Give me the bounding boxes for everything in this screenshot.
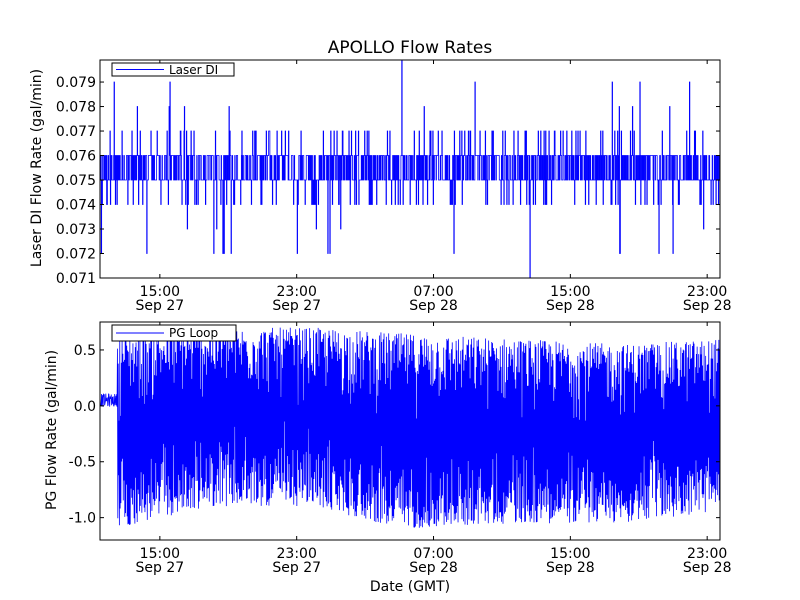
- bottom-y-tick-label: -0.5: [69, 455, 96, 471]
- top-x-tick-date: Sep 27: [136, 298, 185, 314]
- top-y-tick-label: 0.076: [56, 149, 96, 165]
- bottom-x-tick-date: Sep 27: [272, 560, 321, 576]
- top-legend: Laser DI: [111, 62, 235, 77]
- top-y-tick-label: 0.078: [56, 100, 96, 116]
- top-y-tick-label: 0.079: [56, 75, 96, 91]
- top-legend-box: [111, 62, 235, 77]
- chart-title: APOLLO Flow Rates: [328, 38, 493, 58]
- bottom-y-axis-label: PG Flow Rate (gal/min): [44, 350, 60, 510]
- bottom-y-tick-label: -1.0: [69, 511, 96, 527]
- top-x-tick-time: 15:00: [140, 284, 180, 300]
- top-plot-frame: [99, 59, 721, 279]
- bottom-plot-frame: [99, 321, 721, 541]
- bottom-x-tick-time: 15:00: [550, 546, 590, 562]
- bottom-x-tick-time: 15:00: [140, 546, 180, 562]
- top-y-axis-label: Laser DI Flow Rate (gal/min): [29, 69, 45, 267]
- top-y-tick-label: 0.071: [56, 271, 96, 287]
- laser-di-series: [99, 59, 721, 279]
- top-y-tick-label: 0.077: [56, 124, 96, 140]
- bottom-x-tick-time: 07:00: [413, 546, 453, 562]
- bottom-x-tick-date: Sep 28: [409, 560, 458, 576]
- top-x-tick-time: 15:00: [550, 284, 590, 300]
- bottom-x-tick-date: Sep 27: [136, 560, 185, 576]
- laser-di-line: [99, 59, 721, 279]
- top-y-tick-label: 0.072: [56, 247, 96, 263]
- bottom-x-tick-date: Sep 28: [683, 560, 732, 576]
- top-x-tick-date: Sep 28: [409, 298, 458, 314]
- bottom-y-tick-label: 0.0: [74, 399, 96, 415]
- top-x-tick-date: Sep 28: [683, 298, 732, 314]
- bottom-y-tick-label: 0.5: [74, 343, 96, 359]
- bottom-legend: PG Loop: [111, 324, 237, 342]
- top-x-tick-date: Sep 28: [546, 298, 595, 314]
- top-panel: 0.071 0.072 0.073 0.074 0.075 0.076 0.077 0.078…: [29, 59, 732, 314]
- pg-loop-line: [99, 327, 721, 528]
- top-y-tick-label: 0.074: [56, 198, 96, 214]
- bottom-x-tick-time: 23:00: [687, 546, 727, 562]
- bottom-legend-box: [111, 324, 237, 342]
- top-x-tick-time: 23:00: [277, 284, 317, 300]
- bottom-x-tick-date: Sep 28: [546, 560, 595, 576]
- top-axes: 0.071 0.072 0.073 0.074 0.075 0.076 0.077 0.078…: [56, 60, 732, 314]
- top-legend-label: Laser DI: [169, 63, 218, 77]
- bottom-x-tick-time: 23:00: [277, 546, 317, 562]
- top-y-tick-label: 0.075: [56, 173, 96, 189]
- top-x-tick-time: 23:00: [687, 284, 727, 300]
- top-x-tick-time: 07:00: [413, 284, 453, 300]
- x-axis-label: Date (GMT): [370, 579, 450, 595]
- top-x-tick-date: Sep 27: [272, 298, 321, 314]
- pg-loop-series: [99, 327, 721, 528]
- top-y-tick-label: 0.073: [56, 222, 96, 238]
- bottom-legend-label: PG Loop: [169, 326, 218, 340]
